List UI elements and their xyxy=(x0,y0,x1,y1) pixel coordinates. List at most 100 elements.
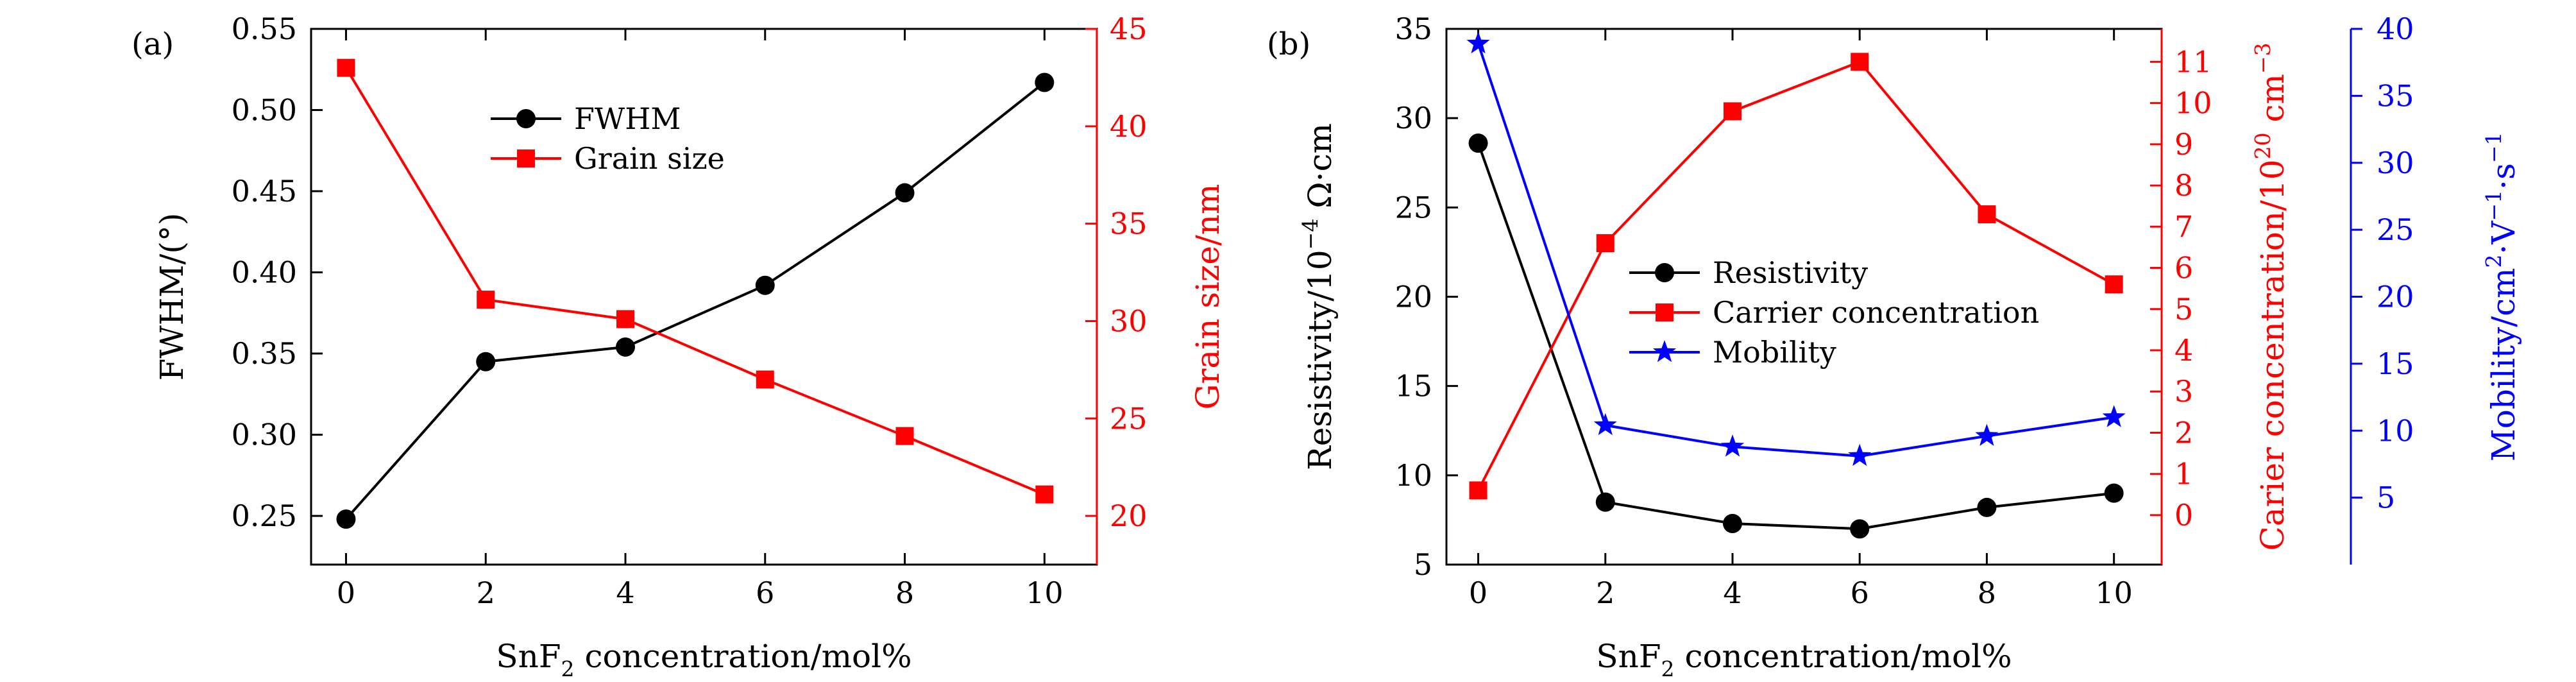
data-point xyxy=(337,58,355,77)
label-sup2: −1 xyxy=(2481,190,2506,221)
panel-a: (a) 0 2 4 6 8 10 SnF2 concentration/mol% 0.25 0.3… xyxy=(131,12,1226,681)
series-line xyxy=(1477,43,2114,457)
third-tick-label: 10 xyxy=(2377,413,2414,448)
right-tick-label: 20 xyxy=(1110,499,1148,533)
data-point xyxy=(756,370,774,389)
third-tick-label: 5 xyxy=(2377,481,2395,515)
left-tick-label: 0.40 xyxy=(232,255,297,290)
label-pre: SnF xyxy=(496,638,561,675)
label-pre: Resistivity/10 xyxy=(1301,250,1339,470)
data-point xyxy=(2104,483,2124,503)
label-sup3: −1 xyxy=(2481,132,2506,164)
label-post: Ω·cm xyxy=(1301,123,1339,219)
legend-marker xyxy=(516,109,536,128)
right-tick-label: 25 xyxy=(1110,401,1148,436)
label-sup: −4 xyxy=(1298,219,1323,250)
x-tick-label: 4 xyxy=(616,575,634,610)
right-axis-label: Carier concentration/1020 cm−3 xyxy=(2250,42,2291,550)
right-tick-label: 40 xyxy=(1110,109,1148,144)
data-point xyxy=(2105,275,2123,294)
data-point xyxy=(1468,133,1488,153)
data-point xyxy=(1596,234,1614,252)
panel-label: (b) xyxy=(1267,26,1310,62)
data-point xyxy=(1595,492,1615,512)
series-fwhm xyxy=(336,72,1055,529)
third-axis-label: Mobility/cm2·V−1·s−1 xyxy=(2481,132,2522,462)
data-point xyxy=(336,509,356,529)
data-point xyxy=(1848,443,1872,466)
data-point xyxy=(1978,205,1996,224)
right-tick-label: 6 xyxy=(2174,251,2193,286)
label-sup: 2 xyxy=(2481,255,2506,268)
left-tick-label: 0.55 xyxy=(232,12,297,46)
third-tick-label: 40 xyxy=(2377,12,2414,46)
x-tick-label: 10 xyxy=(1026,575,1063,610)
left-tick-label: 0.45 xyxy=(232,174,297,209)
series-grain-size xyxy=(337,58,1054,504)
label-sub: 2 xyxy=(561,656,575,681)
data-point xyxy=(1851,53,1869,71)
right-tick-label: 8 xyxy=(2174,168,2193,203)
legend-label: FWHM xyxy=(574,101,681,136)
legend-label: Mobility xyxy=(1713,335,1836,370)
right-tick-label: 1 xyxy=(2174,457,2193,491)
series-resistivity xyxy=(1468,133,2124,539)
legend-marker xyxy=(1652,340,1677,362)
data-point xyxy=(1593,413,1617,436)
data-point xyxy=(1975,423,1999,446)
data-point xyxy=(1724,102,1741,121)
left-tick-label: 25 xyxy=(1394,190,1432,225)
x-tick-label: 6 xyxy=(1851,575,1869,610)
left-axis-label: Resistivity/10−4 Ω·cm xyxy=(1298,123,1339,470)
series-line xyxy=(1477,142,2114,531)
label-post: concentration/mol% xyxy=(575,638,912,675)
right-tick-label: 35 xyxy=(1110,207,1148,241)
third-tick-label: 20 xyxy=(2377,280,2414,314)
right-tick-label: 7 xyxy=(2174,209,2193,244)
label-post: concentration/mol% xyxy=(1675,638,2012,675)
series-mobility xyxy=(1466,31,2126,466)
plot-frame xyxy=(310,28,1098,566)
right-tick-label: 4 xyxy=(2174,333,2193,368)
third-tick-label: 15 xyxy=(2377,346,2414,381)
left-tick-label: 0.25 xyxy=(232,499,297,533)
left-axis-label: FWHM/(°) xyxy=(153,213,191,381)
data-point xyxy=(476,352,496,371)
x-tick-label: 0 xyxy=(337,575,355,610)
right-tick-label: 11 xyxy=(2174,44,2212,79)
data-point xyxy=(1720,434,1745,457)
label-pre: Mobility/cm xyxy=(2485,268,2522,462)
right-tick-label: 30 xyxy=(1110,303,1148,338)
x-axis-label: SnF2 concentration/mol% xyxy=(496,638,911,681)
data-point xyxy=(477,291,495,309)
data-point xyxy=(616,310,634,328)
label-sub: 2 xyxy=(1661,656,1675,681)
data-point xyxy=(895,427,914,445)
third-tick-label: 25 xyxy=(2377,212,2414,247)
data-point xyxy=(1466,31,1490,54)
x-tick-label: 6 xyxy=(756,575,774,610)
legend-label: Resistivity xyxy=(1713,255,1868,290)
data-point xyxy=(1035,72,1055,92)
left-tick-label: 0.50 xyxy=(232,93,297,128)
right-axis-label: Grain size/nm xyxy=(1189,184,1226,410)
legend-marker xyxy=(517,149,535,167)
data-point xyxy=(1035,485,1054,504)
x-tick-label: 2 xyxy=(477,575,495,610)
left-tick-label: 0.35 xyxy=(232,336,297,371)
right-tick-label: 0 xyxy=(2174,498,2193,533)
legend: FWHM Grain size xyxy=(491,101,725,176)
legend-marker xyxy=(1656,303,1674,321)
right-tick-label: 3 xyxy=(2174,374,2193,409)
label-sup2: −3 xyxy=(2250,42,2275,74)
series-line xyxy=(344,81,1046,520)
data-point xyxy=(755,275,775,295)
legend-label: Carrier concentration xyxy=(1713,295,2039,330)
panel-label: (a) xyxy=(131,26,174,62)
data-point xyxy=(616,337,635,357)
x-tick-label: 8 xyxy=(895,575,914,610)
left-tick-label: 0.30 xyxy=(232,418,297,452)
data-point xyxy=(1850,519,1870,539)
